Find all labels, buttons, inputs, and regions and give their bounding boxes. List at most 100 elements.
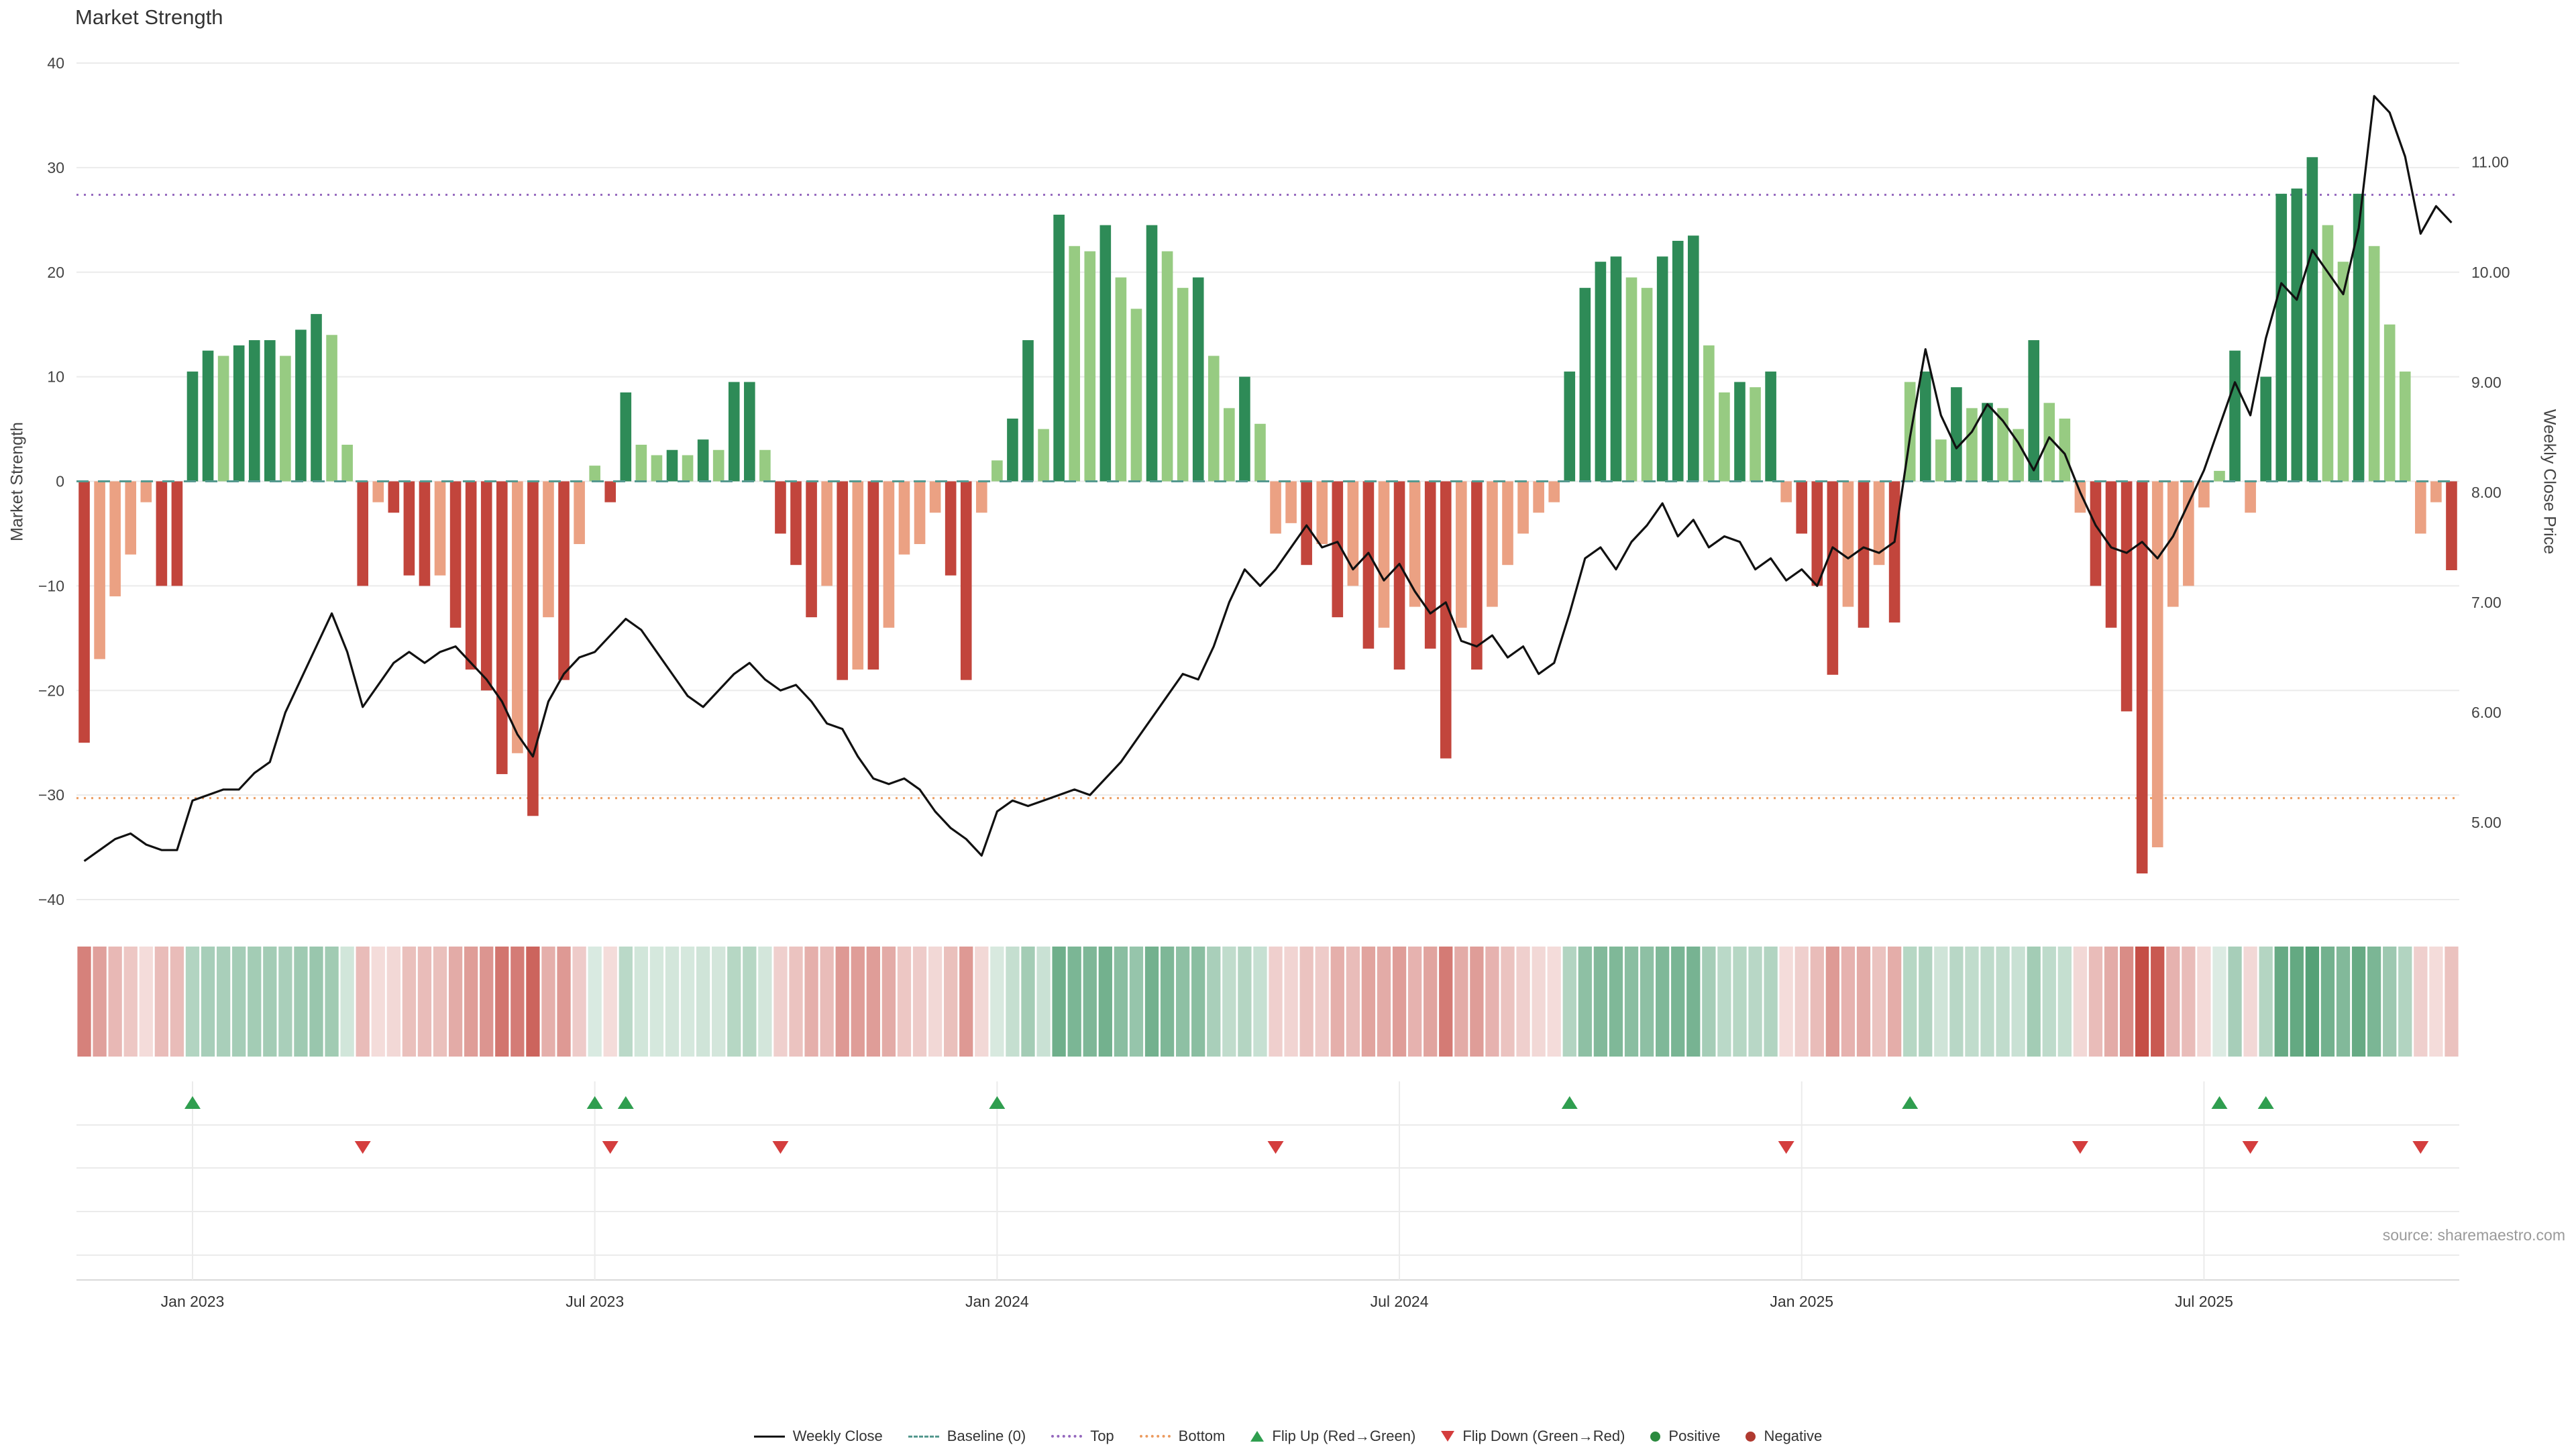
svg-text:11.00: 11.00 [2471, 154, 2509, 171]
strength-bar [604, 481, 616, 502]
strength-bar [589, 466, 600, 482]
legend-item-flip-up[interactable]: Flip Up (Red→Green) [1250, 1428, 1415, 1445]
heatmap-cell [541, 947, 555, 1057]
heatmap-cell [1640, 947, 1654, 1057]
strength-bar [558, 481, 570, 680]
flip-up-marker [586, 1096, 603, 1109]
top-dotted-icon [1051, 1435, 1083, 1438]
heatmap-cell [108, 947, 122, 1057]
heatmap-cell [758, 947, 772, 1057]
strength-bar [1610, 256, 1622, 482]
strength-bar [140, 481, 152, 502]
strength-bar [1440, 481, 1452, 759]
heatmap-cell [1114, 947, 1128, 1057]
strength-bar [744, 382, 755, 482]
strength-bar [1595, 262, 1607, 482]
flip-down-marker [1267, 1141, 1284, 1154]
heatmap-cell [1794, 947, 1809, 1057]
heatmap-cell [2011, 947, 2025, 1057]
legend-item-weekly-close[interactable]: Weekly Close [753, 1428, 883, 1445]
legend-item-flip-down[interactable]: Flip Down (Green→Red) [1441, 1428, 1625, 1445]
flip-up-marker [989, 1096, 1006, 1109]
heatmap-cell [248, 947, 262, 1057]
strength-bar [852, 481, 864, 670]
heatmap-cell [1810, 947, 1824, 1057]
heatmap-cell [232, 947, 246, 1057]
strength-bar [94, 481, 105, 659]
left-axis-ticks: −40 −30 −20 −10 0 10 20 30 40 [38, 54, 64, 908]
heatmap-cell [2151, 947, 2165, 1057]
strength-bar [2074, 481, 2086, 513]
strength-bar [326, 335, 337, 482]
heatmap-cell [1377, 947, 1391, 1057]
heatmap-cell [1856, 947, 1871, 1057]
strength-bar [898, 481, 910, 555]
heatmap-cell [2305, 947, 2320, 1057]
strength-bar [2322, 225, 2334, 482]
strength-bar [527, 481, 539, 816]
strength-bar [248, 340, 260, 482]
heatmap-cell [356, 947, 370, 1057]
heatmap-cell [2119, 947, 2134, 1057]
heatmap-cell [1656, 947, 1670, 1057]
flip-up-marker [184, 1096, 201, 1109]
svg-text:10: 10 [47, 368, 64, 386]
heatmap-cell [2259, 947, 2273, 1057]
strength-bar [357, 481, 369, 586]
heatmap-cell [2228, 947, 2242, 1057]
legend-item-negative[interactable]: Negative [1746, 1428, 1822, 1445]
flip-down-marker [602, 1141, 619, 1154]
heatmap-cell [1501, 947, 1515, 1057]
strength-bar [2136, 481, 2148, 874]
strength-bar [2198, 481, 2210, 508]
svg-text:6.00: 6.00 [2471, 704, 2502, 721]
heatmap-cell [2414, 947, 2428, 1057]
heatmap-cell [2088, 947, 2103, 1057]
strength-bar [1982, 402, 1993, 482]
heatmap-cell [773, 947, 788, 1057]
heatmap-cell [1717, 947, 1731, 1057]
strength-bar [1038, 429, 1049, 482]
flip-down-marker [1778, 1141, 1794, 1154]
legend-item-baseline[interactable]: Baseline (0) [908, 1428, 1026, 1445]
heatmap-cell [2398, 947, 2412, 1057]
heatmap-cell [665, 947, 680, 1057]
heatmap-cell [959, 947, 973, 1057]
strength-bar [480, 481, 492, 691]
strength-bar [2446, 481, 2457, 570]
strength-bar [712, 449, 724, 482]
heatmap-cell [1841, 947, 1856, 1057]
heatmap-cell [1191, 947, 1205, 1057]
svg-text:8.00: 8.00 [2471, 484, 2502, 501]
heatmap-cell [154, 947, 169, 1057]
strength-bar [1053, 215, 1065, 482]
legend-item-bottom[interactable]: Bottom [1139, 1428, 1225, 1445]
heatmap-cell [2057, 947, 2072, 1057]
strength-bar [2167, 481, 2179, 607]
strength-bar [2043, 402, 2055, 482]
heatmap-cell [1980, 947, 1994, 1057]
heatmap-cell [727, 947, 741, 1057]
strength-bar [1362, 481, 1375, 649]
strength-bar [806, 481, 817, 618]
heatmap-cell [1361, 947, 1376, 1057]
heatmap-cell [1764, 947, 1778, 1057]
heatmap-cell [572, 947, 586, 1057]
heatmap-cell [1424, 947, 1438, 1057]
legend-item-positive[interactable]: Positive [1650, 1428, 1720, 1445]
positive-dot-icon [1650, 1431, 1661, 1442]
heatmap-cell [2274, 947, 2288, 1057]
strength-bar [1502, 481, 1513, 566]
heatmap-cell [2290, 947, 2304, 1057]
heatmap-cell [495, 947, 509, 1057]
strength-bar [2214, 470, 2225, 482]
strength-bar [2260, 376, 2271, 482]
svg-text:Jan 2025: Jan 2025 [1770, 1293, 1833, 1310]
svg-text:7.00: 7.00 [2471, 594, 2502, 611]
strength-bar [991, 460, 1003, 482]
strength-bar [1177, 288, 1189, 482]
legend-item-top[interactable]: Top [1051, 1428, 1114, 1445]
strength-bar [1966, 408, 1978, 482]
